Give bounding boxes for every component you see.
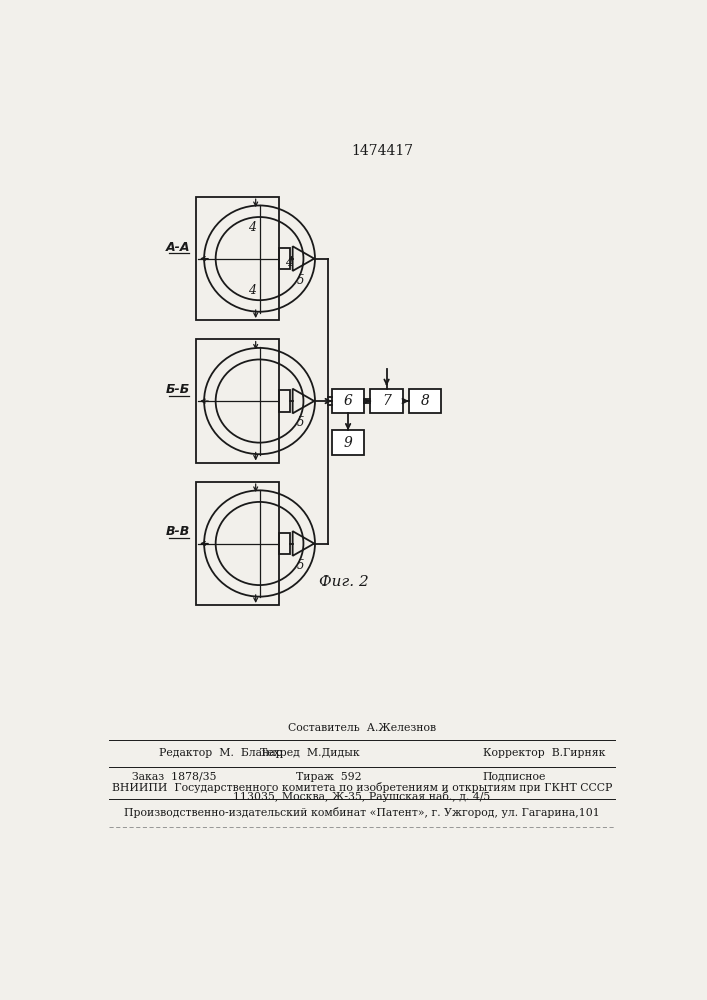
Text: 113035, Москва, Ж-35, Раушская наб., д. 4/5: 113035, Москва, Ж-35, Раушская наб., д. … [233,791,491,802]
Text: 5: 5 [296,559,304,572]
Bar [279,248,290,269]
Text: 5: 5 [296,274,304,287]
Bar [332,389,364,413]
Text: Производственно-издательский комбинат «Патент», г. Ужгород, ул. Гагарина,101: Производственно-издательский комбинат «П… [124,808,600,818]
Bar [197,482,279,605]
Bar [332,430,364,455]
Text: Фиг. 2: Фиг. 2 [320,575,369,589]
Text: В-В: В-В [166,525,190,538]
Text: 1474417: 1474417 [351,144,414,158]
Text: Техред  М.Дидык: Техред М.Дидык [259,748,359,758]
Text: 5: 5 [296,416,304,429]
Bar [197,339,279,463]
Text: Заказ  1878/35: Заказ 1878/35 [132,772,217,782]
Text: Составитель  А.Железнов: Составитель А.Железнов [288,723,436,733]
Text: Б-Б: Б-Б [166,383,190,396]
Text: Корректор  В.Гирняк: Корректор В.Гирняк [483,748,605,758]
Text: 9: 9 [344,436,353,450]
Text: ВНИИПИ  Государственного комитета по изобретениям и открытиям при ГКНТ СССР: ВНИИПИ Государственного комитета по изоб… [112,782,612,793]
Text: Редактор  М.  Бланар: Редактор М. Бланар [160,748,283,758]
Text: Тираж  592: Тираж 592 [296,772,362,782]
Text: 4: 4 [248,284,256,297]
Text: A-A: A-A [165,241,190,254]
Bar [279,533,290,554]
Text: Подписное: Подписное [483,772,547,782]
Text: 8: 8 [421,394,430,408]
Bar [370,389,403,413]
Text: 7: 7 [382,394,391,408]
Bar [197,197,279,320]
Text: 6: 6 [344,394,353,408]
Text: 4: 4 [248,221,256,234]
Bar [279,390,290,412]
Text: 4: 4 [285,256,293,269]
Bar [409,389,441,413]
